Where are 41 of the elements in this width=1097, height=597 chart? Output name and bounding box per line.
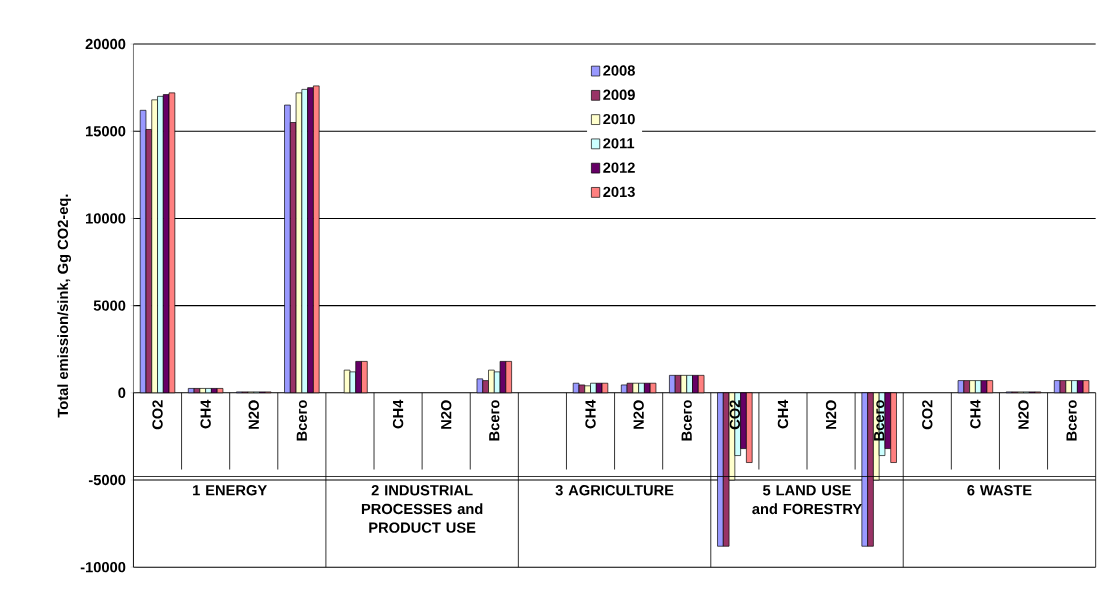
bar xyxy=(284,104,291,394)
x-tick-label: N2O xyxy=(248,400,259,430)
annotation: 6 WASTE xyxy=(967,485,1032,496)
legend-label: 2009 xyxy=(603,89,635,101)
legend-label: 2011 xyxy=(603,138,635,149)
y-tick-label: 15000 xyxy=(86,126,126,137)
x-tick-label: CH4 xyxy=(200,399,211,429)
y-tick-label: 20000 xyxy=(85,39,126,50)
x-tick-label: N2O xyxy=(441,400,452,430)
x-tick-label: CO2 xyxy=(729,400,741,430)
legend-label: 2010 xyxy=(603,114,635,125)
legend-label: 2008 xyxy=(603,65,635,76)
legend-label: 2012 xyxy=(603,162,635,174)
annotation: 5 LAND USE and FORESTRY xyxy=(752,485,862,515)
bar xyxy=(957,380,965,394)
y-tick-label: -5000 xyxy=(88,475,126,486)
x-tick-label: CO2 xyxy=(922,400,933,430)
legend-label: 2013 xyxy=(603,186,635,198)
y-axis-title: Total emission/sink, Gg CO2-eq. xyxy=(57,194,72,418)
x-tick-label: Всего xyxy=(489,400,500,441)
x-tick-label: Всего xyxy=(681,400,692,441)
y-tick-label: 5000 xyxy=(93,300,126,312)
bar xyxy=(669,375,676,394)
y-tick-label: -10000 xyxy=(80,562,126,573)
x-tick-label: N2O xyxy=(825,400,837,430)
x-tick-label: CH4 xyxy=(777,399,789,429)
x-tick-label: Всего xyxy=(1066,400,1077,441)
x-tick-label: CO2 xyxy=(152,400,163,430)
bar xyxy=(476,378,484,394)
x-tick-label: Всего xyxy=(296,400,307,441)
x-tick-label: CH4 xyxy=(392,399,404,429)
x-tick-label: CH4 xyxy=(970,399,981,429)
annotation: 3 AGRICULTURE xyxy=(555,485,674,496)
y-tick-label: 0 xyxy=(118,387,126,399)
annotation: 1 ENERGY xyxy=(193,485,267,496)
x-tick-label: N2O xyxy=(1018,400,1029,430)
x-tick-label: Всего xyxy=(874,400,885,441)
y-tick-label: 10000 xyxy=(86,213,126,224)
annotation: 2 INDUSTRIAL PROCESSES and PRODUCT USE xyxy=(361,485,483,534)
x-tick-label: CH4 xyxy=(585,399,596,429)
x-tick-label: N2O xyxy=(633,400,644,430)
